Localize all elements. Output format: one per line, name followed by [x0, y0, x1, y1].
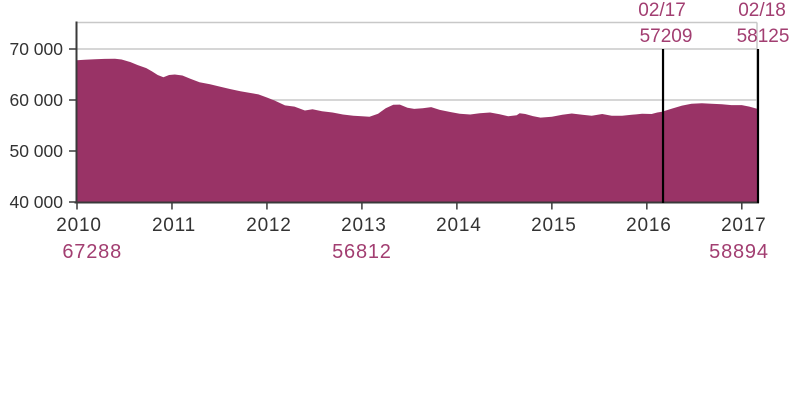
x-tick-label: 2010 — [56, 215, 101, 236]
x-tick-label: 2011 — [152, 215, 196, 236]
area-series-layer — [77, 58, 757, 204]
x-tick-label: 2015 — [531, 215, 576, 236]
point-label: 56812 — [332, 241, 392, 263]
x-tick-label: 2017 — [721, 215, 766, 236]
y-tick-label: 50 000 — [9, 141, 63, 161]
x-tick-label: 2012 — [246, 215, 291, 236]
annotation-date-label: 02/18 — [738, 0, 786, 21]
annotation-value-label: 58125 — [737, 26, 790, 47]
x-tick-label: 2013 — [341, 215, 386, 236]
area-series — [77, 58, 757, 204]
x-tick-label: 2016 — [626, 215, 671, 236]
x-tick-label: 2014 — [436, 215, 481, 236]
point-label: 58894 — [709, 241, 769, 263]
labels-layer: 70 000 60 000 50 000 40 000 2010 2011 2012 2013… — [9, 0, 789, 263]
y-tick-label: 60 000 — [9, 90, 63, 110]
event-lines-layer — [661, 49, 760, 203]
point-label: 67288 — [62, 241, 122, 263]
annotation-value-label: 57209 — [640, 26, 693, 47]
axes-layer — [69, 21, 759, 210]
y-tick-label: 40 000 — [9, 192, 63, 212]
annotation-date-label: 02/17 — [638, 0, 686, 21]
y-tick-label: 70 000 — [9, 39, 63, 59]
